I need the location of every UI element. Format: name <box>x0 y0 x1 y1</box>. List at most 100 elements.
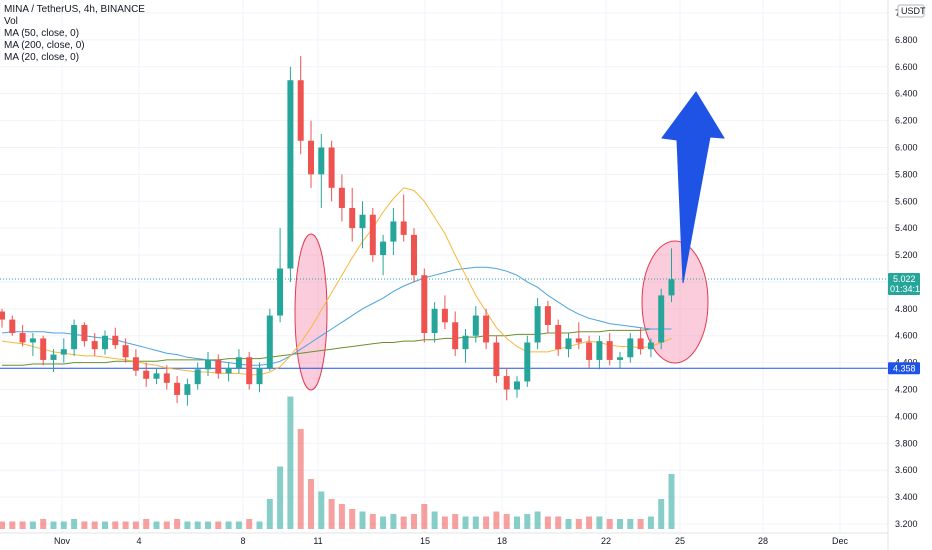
volume-bar <box>50 521 57 529</box>
volume-bar <box>462 516 469 529</box>
ma200-legend[interactable]: MA (200, close, 0) <box>4 40 85 51</box>
last-price-value: 5.022 <box>893 274 916 284</box>
volume-bar <box>338 504 345 529</box>
volume-bar <box>483 516 490 529</box>
candle-body <box>431 308 438 334</box>
volume-bar <box>71 519 78 529</box>
volume-bar <box>380 516 387 529</box>
volume-bar <box>246 519 253 529</box>
price-tick-label: 5.800 <box>895 169 918 179</box>
volume-bar <box>421 504 428 529</box>
volume-bar <box>472 516 479 529</box>
volume-bar <box>400 516 407 529</box>
candle-body <box>266 315 273 369</box>
candle-body <box>411 234 417 276</box>
price-tick-label: 4.200 <box>895 385 918 395</box>
candle-body <box>81 324 88 342</box>
candle-body <box>112 335 119 346</box>
date-tick-label: 15 <box>420 536 430 546</box>
candle-body <box>19 333 26 343</box>
chart-legend: MINA / TetherUS, 4h, BINANCE Vol MA (50,… <box>4 4 145 64</box>
volume-bar <box>575 519 582 529</box>
volume-bar <box>555 516 562 529</box>
last-price-tag <box>888 272 920 295</box>
volume-bar <box>29 521 36 529</box>
volume-bar <box>308 479 314 529</box>
candle-body <box>359 214 366 229</box>
candle-body <box>658 295 665 343</box>
volume-bar <box>194 521 201 529</box>
volume-bar <box>637 519 644 529</box>
ma20-legend[interactable]: MA (20, close, 0) <box>4 52 80 63</box>
candle-body <box>235 357 242 369</box>
volume-bar <box>606 519 613 529</box>
candle-body <box>71 324 78 350</box>
candle-body <box>163 373 170 383</box>
up-arrow-annotation <box>661 91 725 284</box>
volume-bar <box>174 519 181 529</box>
price-axis[interactable]: 76.8006.6006.4006.2006.0005.8005.6005.40… <box>887 0 926 550</box>
volume-bar <box>225 521 232 529</box>
candle-body <box>544 306 551 325</box>
price-tick-label: 5.200 <box>895 250 918 260</box>
volume-bar <box>81 521 88 529</box>
candle-body <box>174 382 181 395</box>
candle-body <box>462 335 469 350</box>
price-tick-label: 6.200 <box>895 116 918 126</box>
volume-bars <box>0 396 675 529</box>
price-tick-label: 6.400 <box>895 89 918 99</box>
volume-bar <box>287 396 294 529</box>
volume-bar <box>112 521 119 529</box>
volume-bar <box>205 521 211 529</box>
volume-bar <box>544 516 551 529</box>
volume-bar <box>266 499 273 529</box>
candle-body <box>194 369 201 385</box>
candle-body <box>9 319 16 334</box>
date-tick-label: 25 <box>675 536 685 546</box>
date-tick-label: 4 <box>136 536 141 546</box>
volume-bar <box>297 429 304 529</box>
candle-body <box>483 315 490 343</box>
volume-bar <box>503 514 510 529</box>
candle-body <box>534 306 541 343</box>
currency-badge <box>897 4 925 18</box>
candle-body <box>524 342 531 382</box>
candle-body <box>91 341 98 350</box>
candle-body <box>369 214 376 256</box>
candle-body <box>215 359 222 374</box>
candle-body <box>596 341 603 360</box>
candle-body <box>318 147 325 175</box>
volume-bar <box>235 521 242 529</box>
volume-bar <box>184 521 191 529</box>
candle-body <box>606 341 613 360</box>
candle-body <box>380 241 387 256</box>
date-tick-label: 28 <box>758 536 768 546</box>
candle-body <box>102 335 108 350</box>
volume-bar <box>658 499 665 529</box>
volume-legend[interactable]: Vol <box>4 16 18 27</box>
date-tick-label: Dec <box>832 536 849 546</box>
candle-body <box>421 275 428 334</box>
candle-body <box>297 80 304 141</box>
price-tick-label: 6.000 <box>895 142 918 152</box>
candle-body <box>647 342 654 350</box>
volume-bar <box>524 514 531 529</box>
volume-bar <box>493 511 500 529</box>
countdown-value: 01:34:14 <box>890 284 925 294</box>
date-tick-label: 18 <box>497 536 507 546</box>
volume-bar <box>143 519 150 529</box>
candle-body <box>143 370 150 379</box>
symbol-title[interactable]: MINA / TetherUS, 4h, BINANCE <box>4 4 145 15</box>
price-tick-label: 5.600 <box>895 196 918 206</box>
ma50-legend[interactable]: MA (50, close, 0) <box>4 28 80 39</box>
candle-body <box>50 354 57 360</box>
date-tick-label: 8 <box>240 536 245 546</box>
date-axis[interactable]: Nov 4 8 11 15 18 22 25 28 Dec <box>0 532 888 546</box>
candle-body <box>29 338 36 343</box>
volume-bar <box>132 521 139 529</box>
price-tick-label: 3.600 <box>895 465 918 475</box>
volume-bar <box>359 511 366 529</box>
volume-bar <box>19 521 26 529</box>
